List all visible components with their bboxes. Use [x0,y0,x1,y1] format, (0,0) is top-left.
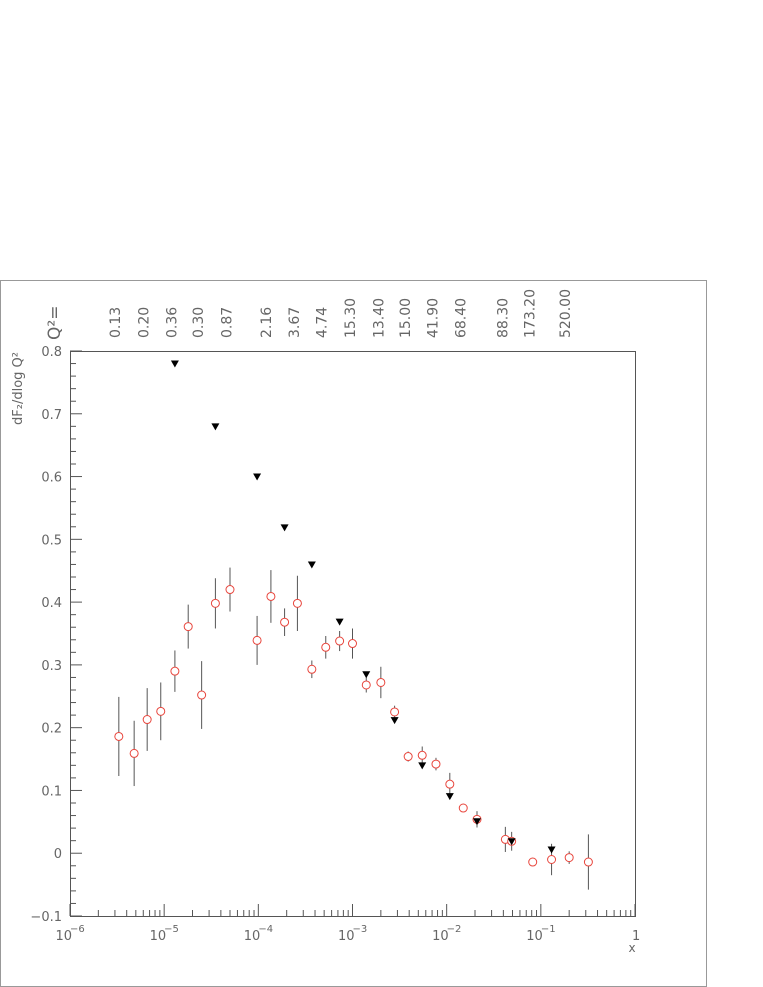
x-tick-label: 1 [632,929,640,944]
y-tick-label: 0.5 [41,533,62,548]
point [197,690,207,700]
x-tick-base: 10 [150,929,167,944]
point [418,762,427,770]
point [417,750,427,760]
q2-label: 15.30 [343,298,359,338]
point [583,857,593,867]
x-tick-exponent: −6 [70,924,85,935]
q2-label: 41.90 [426,298,442,338]
x-tick-exponent: −2 [447,924,462,935]
point [183,622,193,632]
x-tick-label: 10 [526,929,543,944]
point [431,759,441,769]
y-tick-label: 0 [54,847,62,862]
point [114,731,124,741]
q2-label: 173.20 [523,289,539,338]
x-tick-label: 10 [244,929,261,944]
x-tick-exponent: −3 [353,924,368,935]
y-tick-label: 0.7 [41,408,62,423]
point [376,677,386,687]
q2-label: 0.30 [191,307,207,338]
q2-label: 88.30 [495,298,511,338]
q2-label: 0.87 [220,307,236,338]
point [225,585,235,595]
point [292,598,302,608]
plot-frame [70,351,636,917]
point [458,803,468,813]
q2-label: 3.67 [287,307,303,338]
y-tick-label: 0.4 [41,596,62,611]
point [211,423,220,431]
y-tick-label: 0.2 [41,722,62,737]
q2-label: 4.74 [315,307,331,338]
x-tick-base: 10 [55,929,72,944]
x-tick-exponent: −1 [541,924,556,935]
point [473,818,482,826]
point [210,598,220,608]
y-tick-label: 0.1 [41,784,62,799]
point [142,715,152,725]
q2-label: 0.13 [108,307,124,338]
x-tick-base: 10 [526,929,543,944]
x-tick-label: 10 [432,929,449,944]
point [445,779,455,789]
point [403,752,413,762]
point [564,853,574,863]
y-axis-label: dF₂/dlog Q² [11,352,26,425]
x-tick-label: 10 [338,929,355,944]
point [335,618,344,626]
point [253,473,262,481]
q2-label: 15.00 [398,298,414,338]
x-axis-label: x [628,941,635,955]
frame [0,280,707,987]
point [156,706,166,716]
point [361,680,371,690]
point [266,591,276,601]
point [307,561,316,569]
point [129,748,139,758]
point [528,857,538,867]
point [390,707,400,717]
q2-title: Q²= [45,306,65,340]
x-tick-label: 10 [150,929,167,944]
point [280,617,290,627]
point [170,666,180,676]
point [252,635,262,645]
point [390,717,399,725]
point [348,639,357,649]
point [547,855,557,864]
point [321,642,331,652]
x-tick-label: 10 [55,929,72,944]
x-tick-base: 10 [244,929,261,944]
x-tick-exponent: −5 [164,924,179,935]
point [547,846,556,854]
point [335,636,345,646]
x-tick-base: 10 [338,929,355,944]
x-tick-exponent: −4 [258,924,273,935]
q2-label: 2.16 [259,307,275,338]
q2-label: 0.20 [136,307,152,338]
y-tick-label: 0.6 [41,471,62,486]
x-tick-base: 10 [432,929,449,944]
y-tick-label: 0.8 [41,345,62,360]
q2-label: 68.40 [453,298,469,338]
point [170,360,179,368]
q2-label: 0.36 [165,307,181,338]
point [280,524,289,532]
point [445,793,454,801]
y-tick-label: 0.3 [41,659,62,674]
y-tick-label: −0.1 [30,910,62,925]
point [507,838,516,846]
point [362,671,371,679]
q2-label: 520.00 [558,289,574,338]
q2-label: 13.40 [372,298,388,338]
point [307,664,317,674]
